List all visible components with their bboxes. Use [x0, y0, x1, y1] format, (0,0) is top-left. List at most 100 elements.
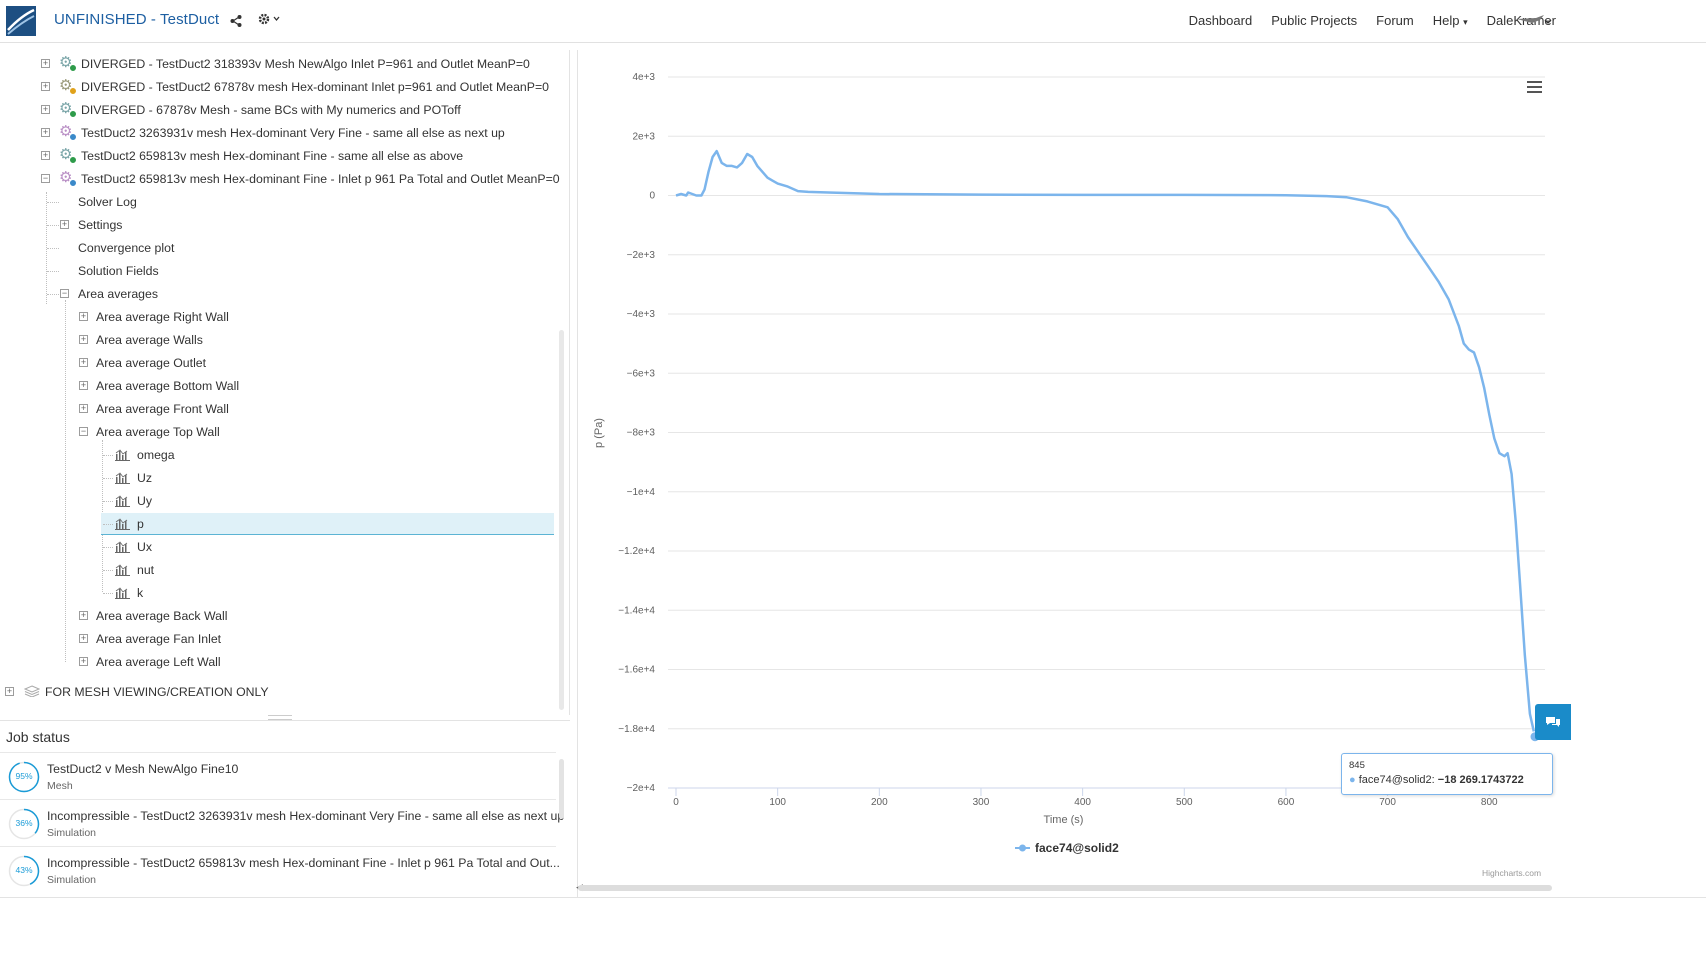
job-item[interactable]: 43% Incompressible - TestDuct2 659813v me…: [0, 846, 560, 893]
job-name: Incompressible - TestDuct2 3263931v mesh…: [47, 809, 565, 823]
job-name: TestDuct2 v Mesh NewAlgo Fine10: [47, 762, 239, 776]
tree-guide-line: [103, 501, 113, 502]
field-item-k[interactable]: k: [115, 582, 143, 604]
nav-help-label: Help: [1432, 13, 1460, 28]
simulation-label: DIVERGED - TestDuct2 318393v Mesh NewAlg…: [81, 57, 530, 71]
project-title[interactable]: UNFINISHED - TestDuct: [54, 11, 220, 28]
bar-chart-icon: [115, 472, 130, 484]
expand-icon[interactable]: +: [79, 610, 88, 620]
expand-icon[interactable]: +: [5, 686, 14, 696]
field-item-omega[interactable]: omega: [115, 444, 175, 466]
mesh-folder-label: FOR MESH VIEWING/CREATION ONLY: [45, 685, 269, 699]
collapse-icon[interactable]: −: [60, 288, 69, 298]
nav-public-projects[interactable]: Public Projects: [1271, 13, 1358, 28]
expand-icon[interactable]: +: [79, 656, 88, 666]
nav-help[interactable]: Help ▾: [1433, 13, 1468, 28]
collapse-icon[interactable]: −: [79, 426, 88, 436]
job-item[interactable]: 95% TestDuct2 v Mesh NewAlgo Fine10 Mesh: [0, 752, 556, 799]
tree-item-area-average[interactable]: Area average Back Wall: [96, 605, 227, 627]
expand-icon[interactable]: +: [79, 334, 88, 344]
tree-item-area-average[interactable]: Area average Front Wall: [96, 398, 229, 420]
simulation-item[interactable]: ⚙ TestDuct2 659813v mesh Hex-dominant Fin…: [59, 145, 463, 167]
field-item-Ux[interactable]: Ux: [115, 536, 152, 558]
horizontal-scrollbar[interactable]: [578, 885, 1552, 891]
tree-item-area-average[interactable]: Area average Top Wall: [96, 421, 220, 443]
simulation-label: TestDuct2 3263931v mesh Hex-dominant Ver…: [81, 126, 505, 140]
nav-dashboard[interactable]: Dashboard: [1188, 13, 1253, 28]
expand-icon[interactable]: +: [79, 380, 88, 390]
tree-item-convergence-plot-label: Convergence plot: [78, 241, 175, 255]
expand-icon[interactable]: +: [41, 58, 50, 68]
job-progress-ring: 36%: [8, 808, 40, 840]
chart-panel: [577, 50, 1706, 897]
tree-item-convergence-plot[interactable]: Convergence plot: [78, 237, 174, 259]
tree-item-area-average[interactable]: Area average Outlet: [96, 352, 206, 374]
y-tick-label: −4e+3: [627, 309, 656, 320]
legend-item[interactable]: face74@solid2: [1035, 841, 1119, 855]
tree-item-area-average[interactable]: Area average Fan Inlet: [96, 628, 221, 650]
field-label: Uy: [137, 494, 153, 508]
expand-icon[interactable]: +: [79, 311, 88, 321]
simulation-gear-icon: ⚙: [59, 147, 77, 165]
tree-item-area-average[interactable]: Area average Left Wall: [96, 651, 221, 673]
simulation-tree-panel: + ⚙ DIVERGED - TestDuct2 318393v Mesh NewA…: [0, 50, 570, 715]
mesh-folder-item[interactable]: FOR MESH VIEWING/CREATION ONLY: [23, 681, 269, 703]
job-progress-label: 36%: [15, 818, 33, 828]
expand-icon[interactable]: +: [41, 104, 50, 114]
share-icon[interactable]: [230, 14, 242, 30]
expand-icon[interactable]: +: [79, 357, 88, 367]
job-item[interactable]: 36% Incompressible - TestDuct2 3263931v m…: [0, 799, 564, 846]
tree-item-settings[interactable]: Settings: [78, 214, 122, 236]
simulation-label: TestDuct2 659813v mesh Hex-dominant Fine…: [81, 172, 560, 186]
tree-guide-line: [47, 225, 59, 226]
simscale-logo[interactable]: [6, 6, 36, 36]
panel-resize-handle[interactable]: [268, 715, 292, 720]
field-item-nut[interactable]: nut: [115, 559, 154, 581]
chevron-down-icon: ▾: [1463, 17, 1468, 27]
expand-icon[interactable]: +: [79, 403, 88, 413]
tree-item-area-average[interactable]: Area average Right Wall: [96, 306, 229, 328]
tree-item-area-average-label: Area average Right Wall: [96, 310, 229, 324]
expand-icon[interactable]: +: [41, 127, 50, 137]
simulation-item[interactable]: ⚙ TestDuct2 659813v mesh Hex-dominant Fin…: [59, 168, 560, 190]
job-type: Simulation: [47, 827, 97, 839]
tree-item-solution-fields-label: Solution Fields: [78, 264, 159, 278]
job-type: Mesh: [47, 780, 73, 792]
expand-icon[interactable]: +: [41, 150, 50, 160]
field-item-p[interactable]: p: [115, 513, 144, 535]
expand-icon[interactable]: +: [41, 81, 50, 91]
highcharts-credit[interactable]: Highcharts.com: [1482, 868, 1542, 878]
tree-item-area-average-label: Area average Walls: [96, 333, 203, 347]
field-label: nut: [137, 563, 155, 577]
simulation-item[interactable]: ⚙ TestDuct2 3263931v mesh Hex-dominant Ve…: [59, 122, 505, 144]
tree-item-settings-label: Settings: [78, 218, 123, 232]
tree-item-area-average[interactable]: Area average Bottom Wall: [96, 375, 239, 397]
top-nav: Dashboard Public Projects Forum Help ▾ D…: [1189, 13, 1556, 28]
chat-icon[interactable]: [1535, 704, 1571, 740]
y-tick-label: −1.2e+4: [618, 546, 655, 557]
job-scrollbar[interactable]: [559, 759, 564, 819]
field-item-Uz[interactable]: Uz: [115, 467, 152, 489]
expand-icon[interactable]: +: [60, 219, 69, 229]
tree-item-area-averages-label: Area averages: [78, 287, 158, 301]
chart-menu-icon[interactable]: [1527, 81, 1542, 93]
collapse-icon[interactable]: −: [41, 173, 50, 183]
tree-item-area-averages[interactable]: Area averages: [78, 283, 158, 305]
nav-forum[interactable]: Forum: [1376, 13, 1414, 28]
simulation-item[interactable]: ⚙ DIVERGED - 67878v Mesh - same BCs with …: [59, 99, 461, 121]
expand-icon[interactable]: +: [79, 633, 88, 643]
x-tick-label: 0: [673, 797, 679, 808]
settings-gear-icon[interactable]: [258, 12, 280, 29]
tooltip-x: 845: [1349, 760, 1365, 771]
tree-scrollbar[interactable]: [559, 330, 564, 710]
simulation-item[interactable]: ⚙ DIVERGED - TestDuct2 318393v Mesh NewAl…: [59, 53, 530, 75]
y-tick-label: −1.6e+4: [618, 665, 655, 676]
tree-item-solver-log[interactable]: Solver Log: [78, 191, 137, 213]
field-item-Uy[interactable]: Uy: [115, 490, 152, 512]
tree-item-solution-fields[interactable]: Solution Fields: [78, 260, 159, 282]
tree-item-area-average[interactable]: Area average Walls: [96, 329, 203, 351]
nav-user[interactable]: DaleKramer: [1486, 13, 1556, 28]
user-avatar[interactable]: [1514, 10, 1554, 30]
y-tick-label: −6e+3: [627, 368, 656, 379]
simulation-item[interactable]: ⚙ DIVERGED - TestDuct2 67878v mesh Hex-do…: [59, 76, 549, 98]
